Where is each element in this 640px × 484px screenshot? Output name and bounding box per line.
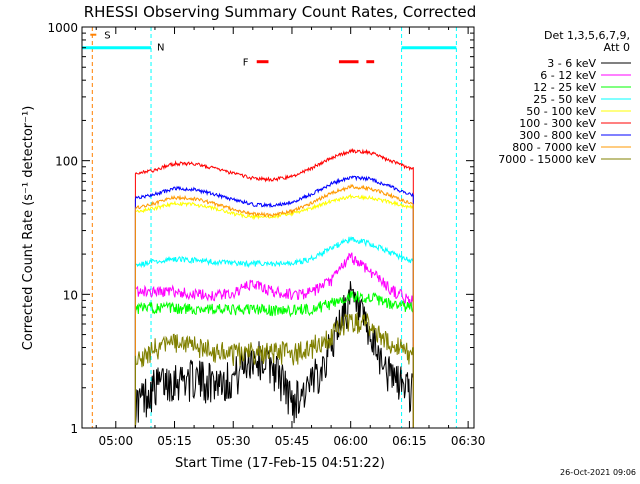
x-tick-label-0: 05:00 (99, 434, 134, 448)
y-tick-label-1: 10 (63, 288, 78, 302)
y-tick-label-2: 100 (55, 155, 78, 169)
x-tick-label-1: 05:15 (157, 434, 192, 448)
legend-label-6: 300 - 800 keV (519, 129, 596, 142)
series-line-8 (134, 312, 414, 428)
axes-layer: 05:00 05:15 05:30 05:45 06:00 06:15 06:30 1 10 10… (47, 21, 485, 448)
x-tick-label-4: 06:00 (333, 434, 368, 448)
legend-label-0: 3 - 6 keV (547, 57, 596, 70)
legend-label-8: 7000 - 15000 keV (498, 153, 596, 166)
legend-label-3: 25 - 50 keV (533, 93, 596, 106)
y-tick-label-0: 1 (70, 422, 78, 436)
series-line-7 (134, 183, 414, 428)
y-axis-label: Corrected Count Rate (s⁻¹ detector⁻¹) (21, 106, 36, 351)
series-line-6 (134, 175, 414, 428)
legend-label-1: 6 - 12 keV (540, 69, 596, 82)
legend-label-5: 100 - 300 keV (519, 117, 596, 130)
x-axis-label: Start Time (17-Feb-15 04:51:22) (175, 456, 385, 471)
x-tick-label-2: 05:30 (216, 434, 251, 448)
plot-layer: S N F (82, 27, 457, 429)
saa-label: S (104, 31, 110, 42)
legend-label-2: 12 - 25 keV (533, 81, 596, 94)
legend-label-4: 50 - 100 keV (526, 105, 596, 118)
series-line-0 (134, 281, 414, 429)
legend-label-7: 800 - 7000 keV (512, 141, 596, 154)
series-line-3 (134, 236, 414, 428)
plot-frame (81, 26, 475, 429)
series-line-5 (134, 147, 414, 428)
night-label: N (157, 43, 164, 54)
flare-label: F (243, 58, 249, 69)
x-tick-label-5: 06:15 (392, 434, 427, 448)
legend-header-line-1: Det 1,3,5,6,7,9, (544, 29, 630, 42)
series-line-1 (134, 252, 414, 428)
y-tick-label-3: 1000 (47, 21, 78, 35)
x-tick-label-3: 05:45 (275, 434, 310, 448)
chart-title: RHESSI Observing Summary Count Rates, Co… (84, 3, 477, 21)
series-line-2 (134, 290, 414, 428)
legend-header-line-2: Att 0 (604, 41, 630, 54)
x-tick-label-6: 06:30 (451, 434, 486, 448)
timestamp-footer: 26-Oct-2021 09:06 (560, 468, 636, 477)
series-line-4 (134, 193, 414, 428)
